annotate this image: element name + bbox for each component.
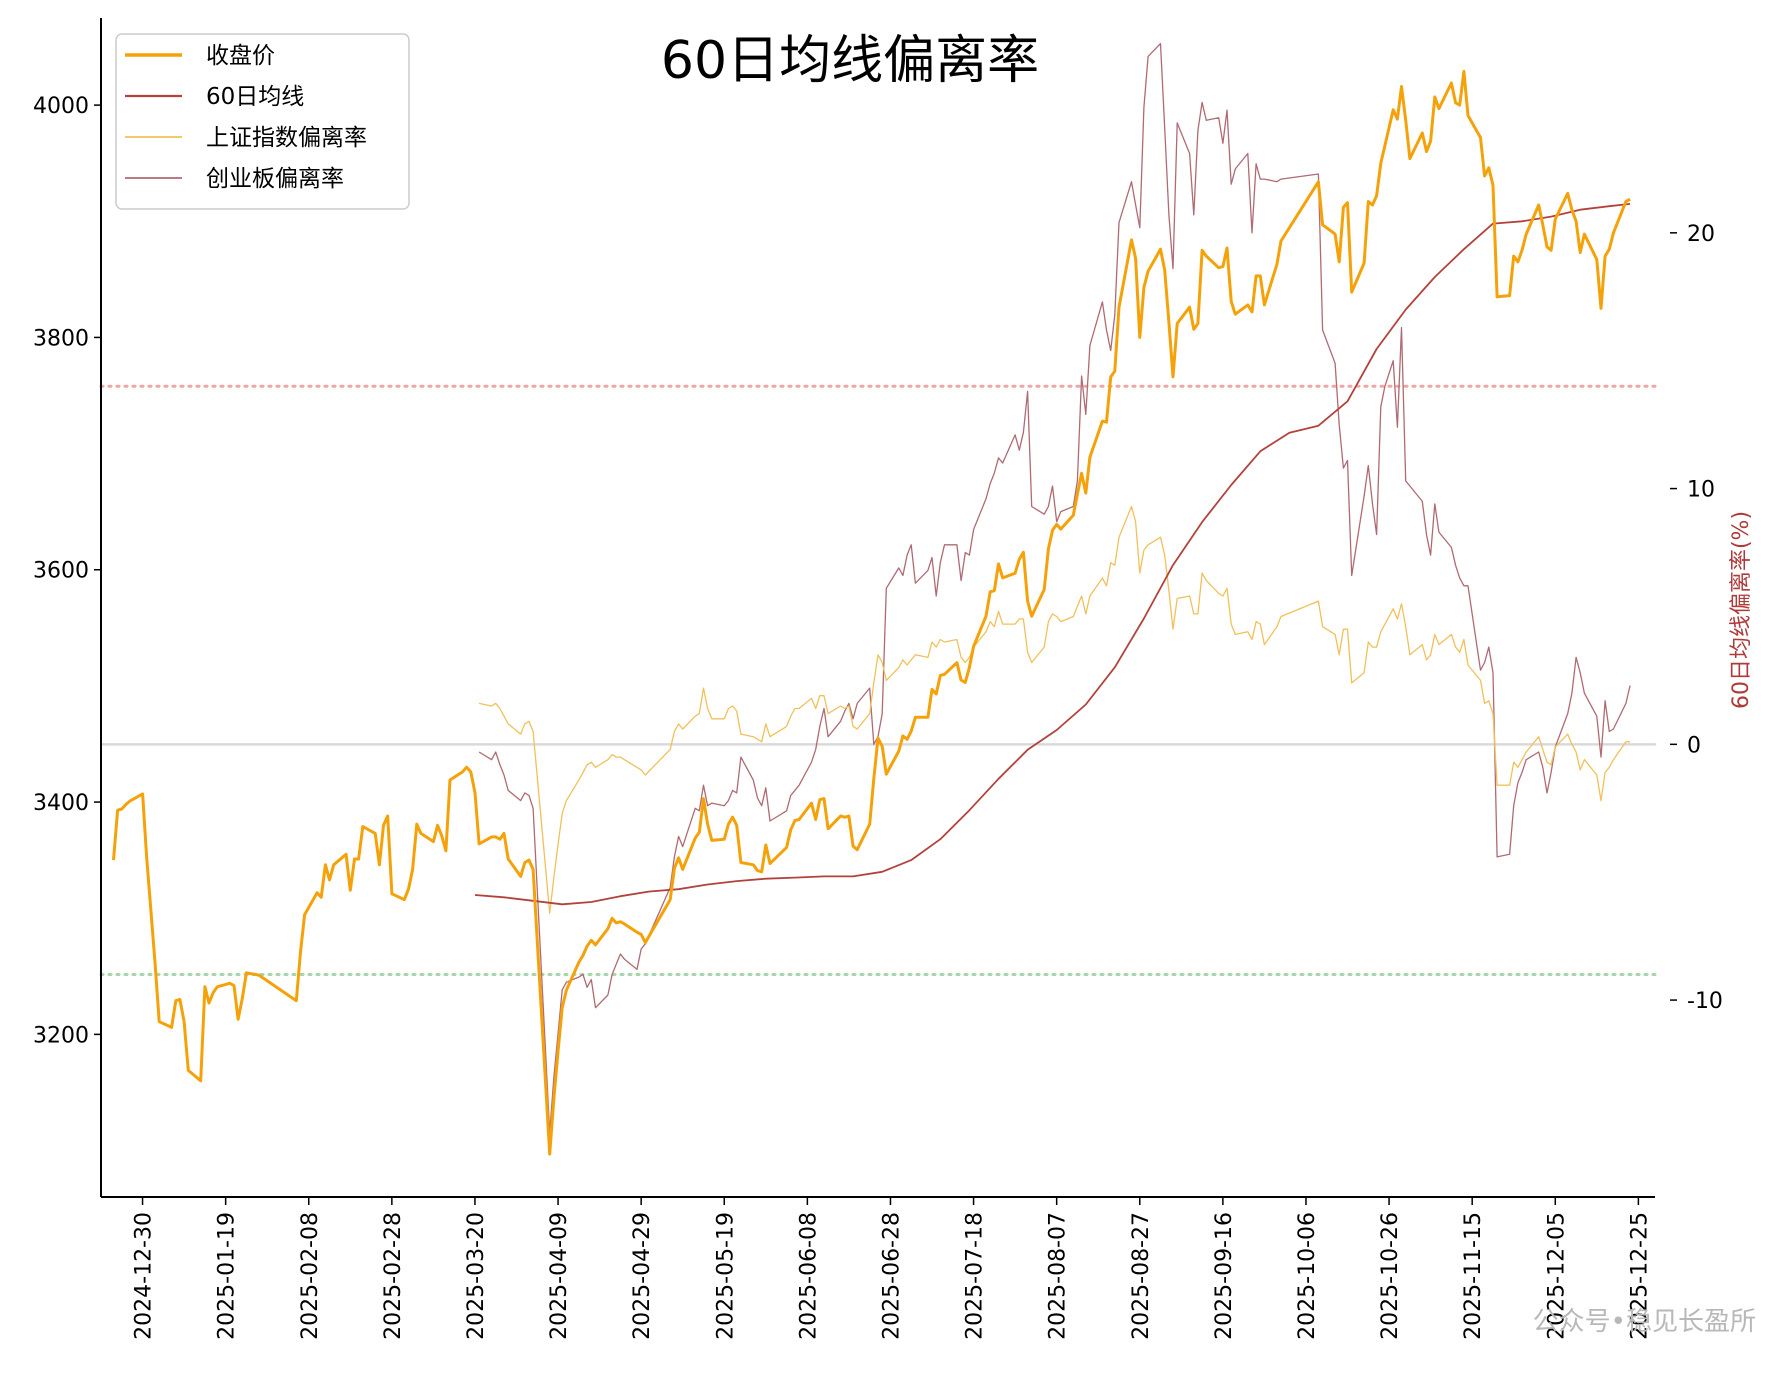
right-axis-label: 60日均线偏离率(%) — [1729, 511, 1754, 709]
right-y-tick-label: -10 — [1687, 989, 1723, 1014]
watermark: 公众号•稳见长盈所 — [1533, 1307, 1756, 1337]
series-line-0 — [112, 69, 1631, 1156]
x-tick-label: 2025-07-18 — [963, 1212, 988, 1340]
x-tick-label: 2025-10-06 — [1295, 1212, 1320, 1340]
left-axis-ticks: 3200 3400 3600 3800 4000 — [33, 94, 101, 1048]
x-tick-label: 2025-03-20 — [464, 1212, 489, 1340]
x-tick-label: 2025-12-05 — [1544, 1212, 1569, 1340]
x-tick-label: 2025-01-19 — [215, 1212, 240, 1340]
plot-area — [112, 42, 1631, 1156]
x-tick-label: 2025-04-09 — [547, 1212, 572, 1340]
y-tick-label: 3200 — [33, 1023, 89, 1048]
legend-label: 创业板偏离率 — [206, 166, 344, 192]
x-tick-label: 2025-06-08 — [796, 1212, 821, 1340]
x-tick-label: 2025-08-07 — [1046, 1212, 1071, 1340]
x-axis-ticks: 2024-12-30 2025-01-19 2025-02-08 2025-02-28… — [132, 1197, 1652, 1340]
x-tick-label: 2025-08-27 — [1129, 1212, 1154, 1340]
x-tick-label: 2025-09-16 — [1212, 1212, 1237, 1340]
series-line-1 — [474, 203, 1631, 906]
x-tick-label: 2025-02-28 — [381, 1212, 406, 1340]
legend-box — [115, 33, 410, 210]
x-tick-label: 2025-11-15 — [1461, 1212, 1486, 1340]
legend-label: 收盘价 — [206, 43, 275, 69]
x-tick-label: 2025-10-26 — [1378, 1212, 1403, 1340]
x-tick-label: 2025-12-25 — [1627, 1212, 1652, 1340]
x-tick-label: 2025-04-29 — [630, 1212, 655, 1340]
x-tick-label: 2025-02-08 — [298, 1212, 323, 1340]
series-line-3 — [478, 42, 1631, 1134]
right-y-tick-label: 10 — [1687, 478, 1715, 503]
y-tick-label: 3600 — [33, 559, 89, 584]
right-y-tick-label: 0 — [1687, 733, 1701, 758]
y-tick-label: 3400 — [33, 791, 89, 816]
right-axis-ticks: -10 0 10 20 — [1670, 222, 1723, 1014]
legend-label: 60日均线 — [206, 84, 304, 110]
x-tick-label: 2025-06-28 — [879, 1212, 904, 1340]
y-tick-label: 3800 — [33, 326, 89, 351]
x-tick-label: 2025-05-19 — [713, 1212, 738, 1340]
chart-title: 60日均线偏离率 — [661, 31, 1039, 91]
x-tick-label: 2024-12-30 — [132, 1212, 157, 1340]
right-y-tick-label: 20 — [1687, 222, 1715, 247]
legend-label: 上证指数偏离率 — [206, 125, 367, 151]
series-line-2 — [478, 505, 1631, 914]
y-tick-label: 4000 — [33, 94, 89, 119]
axes — [100, 18, 1655, 1198]
